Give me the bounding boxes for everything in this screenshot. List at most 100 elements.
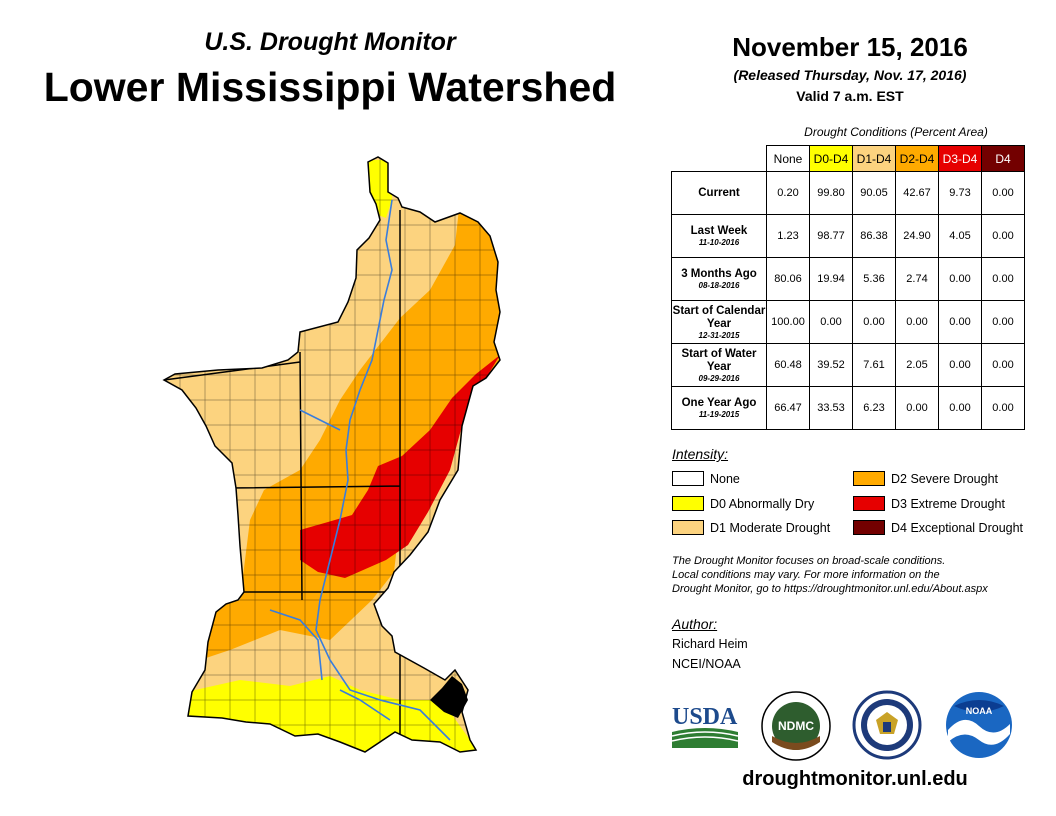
legend-item-d0: D0 Abnormally Dry — [672, 496, 814, 511]
note-line: Drought Monitor, go to https://droughtmo… — [672, 583, 988, 595]
usda-logo-icon: USDA — [671, 704, 739, 748]
legend-swatch — [672, 520, 704, 535]
col-header-d1-d4: D1-D4 — [852, 145, 896, 172]
table-cell: 0.00 — [852, 300, 896, 344]
legend-label: D2 Severe Drought — [891, 471, 999, 486]
table-cell: 99.80 — [809, 171, 853, 215]
table-cell: 0.00 — [981, 257, 1025, 301]
table-cell: 0.00 — [981, 343, 1025, 387]
drought-map — [163, 156, 501, 753]
d2-area — [195, 200, 500, 660]
legend-label: D1 Moderate Drought — [710, 520, 831, 535]
legend-swatch — [672, 471, 704, 486]
author-name: Richard Heim — [672, 637, 748, 651]
legend-item-d2: D2 Severe Drought — [853, 471, 998, 486]
table-cell: 6.23 — [852, 386, 896, 430]
table-cell: 39.52 — [809, 343, 853, 387]
table-cell: 0.00 — [981, 214, 1025, 258]
legend-label: D3 Extreme Drought — [891, 496, 1005, 511]
svg-text:NOAA: NOAA — [966, 706, 993, 716]
legend-item-d3: D3 Extreme Drought — [853, 496, 1005, 511]
table-cell: 1.23 — [766, 214, 810, 258]
table-cell: 66.47 — [766, 386, 810, 430]
table-cell: 98.77 — [809, 214, 853, 258]
d0-area-north — [360, 160, 392, 218]
coastal-marsh — [430, 676, 468, 718]
svg-text:NDMC: NDMC — [778, 719, 814, 733]
note-line: The Drought Monitor focuses on broad-sca… — [672, 555, 946, 567]
table-cell: 0.00 — [981, 300, 1025, 344]
table-cell: 80.06 — [766, 257, 810, 301]
legend-swatch — [853, 496, 885, 511]
table-row: Last Week 11-10-2016 1.23 98.77 86.38 24.… — [671, 214, 1025, 258]
legend-swatch — [672, 496, 704, 511]
noaa-logo-icon: NOAA — [946, 692, 1012, 758]
info-note: The Drought Monitor focuses on broad-sca… — [672, 554, 1042, 596]
table-row: Start of Water Year 09-29-2016 60.48 39.5… — [671, 343, 1025, 387]
header-blank-cell — [672, 146, 767, 172]
table-cell: 0.00 — [938, 386, 982, 430]
table-cell: 2.74 — [895, 257, 939, 301]
col-header-d3-d4: D3-D4 — [938, 145, 982, 172]
table-cell: 0.00 — [938, 300, 982, 344]
author-title: Author: — [672, 616, 718, 632]
table-cell: 0.20 — [766, 171, 810, 215]
table-row: Start of Calendar Year 12-31-2015 100.00 … — [671, 300, 1025, 344]
legend-label: D4 Exceptional Drought — [891, 520, 1024, 535]
legend-label: None — [710, 471, 740, 486]
row-label: 3 Months Ago 08-18-2016 — [671, 257, 767, 301]
table-cell: 0.00 — [938, 343, 982, 387]
table-cell: 19.94 — [809, 257, 853, 301]
map-subtitle: U.S. Drought Monitor — [204, 28, 456, 56]
table-row: Current 0.20 99.80 90.05 42.67 9.73 0.00 — [671, 171, 1025, 215]
legend-label: D0 Abnormally Dry — [710, 496, 815, 511]
commerce-seal-icon — [852, 690, 922, 760]
map-date: November 15, 2016 — [732, 32, 968, 62]
table-row: 3 Months Ago 08-18-2016 80.06 19.94 5.36 … — [671, 257, 1025, 301]
legend-item-d1: D1 Moderate Drought — [672, 520, 830, 535]
table-cell: 4.05 — [938, 214, 982, 258]
valid-time: Valid 7 a.m. EST — [796, 88, 904, 104]
svg-text:USDA: USDA — [672, 704, 738, 730]
col-header-d4: D4 — [981, 145, 1025, 172]
table-cell: 0.00 — [981, 386, 1025, 430]
drought-conditions-table: None D0-D4 D1-D4 D2-D4 D3-D4 D4 Current … — [671, 145, 1025, 430]
row-label: One Year Ago 11-19-2015 — [671, 386, 767, 430]
map-title: Lower Mississippi Watershed — [43, 64, 617, 110]
legend-swatch — [853, 520, 885, 535]
col-header-d2-d4: D2-D4 — [895, 145, 939, 172]
website-link[interactable]: droughtmonitor.unl.edu — [742, 768, 968, 790]
release-date: (Released Thursday, Nov. 17, 2016) — [733, 67, 967, 83]
table-cell: 42.67 — [895, 171, 939, 215]
row-label: Last Week 11-10-2016 — [671, 214, 767, 258]
conditions-caption: Drought Conditions (Percent Area) — [804, 125, 988, 139]
table-cell: 0.00 — [895, 386, 939, 430]
col-header-d0-d4: D0-D4 — [809, 145, 853, 172]
table-cell: 100.00 — [766, 300, 810, 344]
author-org: NCEI/NOAA — [672, 657, 741, 671]
row-label: Start of Calendar Year 12-31-2015 — [671, 300, 767, 344]
table-cell: 86.38 — [852, 214, 896, 258]
rivers — [269, 199, 451, 741]
table-cell: 0.00 — [981, 171, 1025, 215]
table-cell: 0.00 — [895, 300, 939, 344]
table-cell: 5.36 — [852, 257, 896, 301]
table-cell: 60.48 — [766, 343, 810, 387]
row-label: Start of Water Year 09-29-2016 — [671, 343, 767, 387]
table-cell: 90.05 — [852, 171, 896, 215]
ndmc-logo-icon: NDMC — [761, 691, 831, 761]
table-cell: 0.00 — [809, 300, 853, 344]
table-header-row: None D0-D4 D1-D4 D2-D4 D3-D4 D4 — [672, 145, 1025, 172]
table-cell: 24.90 — [895, 214, 939, 258]
row-label: Current — [671, 171, 767, 215]
legend-title: Intensity: — [672, 446, 729, 462]
col-header-none: None — [766, 145, 810, 172]
table-row: One Year Ago 11-19-2015 66.47 33.53 6.23 … — [671, 386, 1025, 430]
table-cell: 33.53 — [809, 386, 853, 430]
legend-swatch — [853, 471, 885, 486]
table-cell: 2.05 — [895, 343, 939, 387]
table-cell: 0.00 — [938, 257, 982, 301]
legend-item-none: None — [672, 471, 740, 486]
note-line: Local conditions may vary. For more info… — [672, 569, 940, 581]
table-cell: 7.61 — [852, 343, 896, 387]
